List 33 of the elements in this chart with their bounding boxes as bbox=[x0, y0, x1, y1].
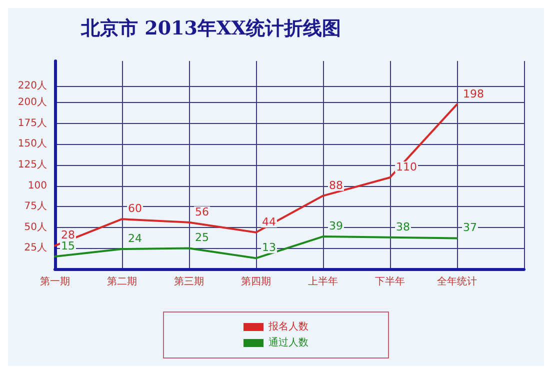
y-tick-label: 125人 bbox=[18, 160, 47, 170]
x-tick-label: 下半年 bbox=[375, 276, 405, 288]
data-label: 37 bbox=[463, 221, 477, 234]
y-tick-label: 175人 bbox=[18, 118, 47, 129]
legend-label: 报名人数 bbox=[268, 320, 308, 332]
data-label: 88 bbox=[329, 178, 343, 192]
data-label: 25 bbox=[195, 231, 209, 244]
data-label: 13 bbox=[262, 241, 276, 254]
data-label: 28 bbox=[61, 228, 75, 242]
data-label: 56 bbox=[195, 205, 209, 218]
y-tick-label: 50人 bbox=[24, 222, 47, 233]
legend-label: 通过人数 bbox=[268, 336, 308, 348]
data-label: 15 bbox=[61, 240, 75, 253]
x-tick-label: 第一期 bbox=[40, 276, 70, 288]
data-label: 60 bbox=[128, 202, 142, 216]
x-tick-label: 上半年 bbox=[308, 276, 338, 288]
data-label: 39 bbox=[329, 220, 343, 233]
x-tick-label: 第二期 bbox=[107, 276, 137, 288]
data-label: 198 bbox=[463, 87, 484, 100]
x-tick-label: 第四期 bbox=[241, 276, 271, 288]
x-tick-label: 第三期 bbox=[174, 276, 204, 288]
data-label: 110 bbox=[396, 160, 417, 174]
y-tick-label: 25人 bbox=[24, 242, 47, 254]
data-label: 38 bbox=[396, 220, 410, 234]
y-tick-label: 220人 bbox=[18, 80, 47, 92]
chart-title: 北京市 2013年XX统计折线图 bbox=[80, 18, 341, 40]
x-tick-label: 全年统计 bbox=[437, 276, 477, 288]
data-label: 24 bbox=[128, 232, 142, 246]
y-tick-label: 100 bbox=[28, 180, 47, 192]
y-tick-label: 200人 bbox=[18, 97, 47, 108]
y-tick-label: 75人 bbox=[24, 201, 47, 212]
y-tick-label: 150人 bbox=[18, 138, 47, 150]
data-label: 44 bbox=[262, 215, 276, 228]
